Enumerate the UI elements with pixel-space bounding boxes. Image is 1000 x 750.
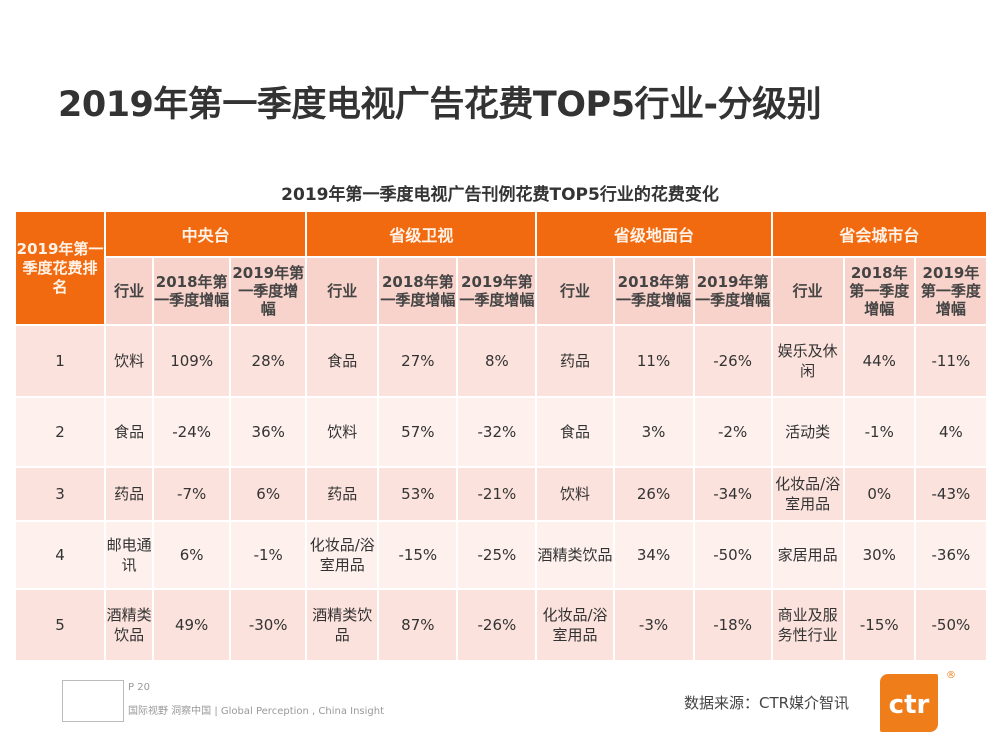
- rank-cell: 2: [16, 398, 105, 466]
- certification-logos: [62, 680, 124, 722]
- ctr-logo: ctr: [880, 674, 938, 732]
- rank-cell: 5: [16, 590, 105, 660]
- growth-cell: -36%: [915, 522, 986, 588]
- industry-cell: 酒精类饮品: [307, 590, 378, 660]
- growth-cell: 87%: [379, 590, 457, 660]
- industry-cell: 家居用品: [772, 522, 843, 588]
- growth-cell: 30%: [844, 522, 914, 588]
- industry-cell: 邮电通讯: [106, 522, 153, 588]
- growth-cell: 109%: [154, 326, 230, 396]
- growth-cell: -15%: [844, 590, 914, 660]
- group-header: 省会城市台: [772, 212, 986, 256]
- growth-cell: -43%: [915, 468, 986, 520]
- industry-cell: 酒精类饮品: [106, 590, 153, 660]
- growth-cell: -30%: [231, 590, 306, 660]
- growth-cell: -1%: [231, 522, 306, 588]
- growth-cell: -2%: [694, 398, 771, 466]
- page-number: P 20: [128, 682, 150, 693]
- growth-cell: 53%: [379, 468, 457, 520]
- growth-cell: 57%: [379, 398, 457, 466]
- rank-header: 2019年第一季度花费排名: [16, 212, 105, 324]
- table-row: 3 药品 -7% 6% 药品 53% -21% 饮料 26% -34% 化妆品/浴室用品 0% -43%: [16, 468, 986, 520]
- group-header: 省级卫视: [307, 212, 536, 256]
- growth-cell: 3%: [614, 398, 693, 466]
- growth-cell: -24%: [154, 398, 230, 466]
- industry-cell: 饮料: [307, 398, 378, 466]
- growth-cell: -26%: [458, 590, 536, 660]
- industry-cell: 商业及服务性行业: [772, 590, 843, 660]
- growth-cell: -18%: [694, 590, 771, 660]
- table-title: 2019年第一季度电视广告刊例花费TOP5行业的花费变化: [281, 185, 719, 205]
- growth-cell: -15%: [379, 522, 457, 588]
- registered-icon: ®: [946, 670, 956, 681]
- industry-cell: 化妆品/浴室用品: [307, 522, 378, 588]
- sub-header: 2019年第一季度增幅: [915, 258, 986, 324]
- group-header: 中央台: [106, 212, 306, 256]
- data-source: 数据来源：CTR媒介智讯: [684, 694, 850, 712]
- growth-cell: 8%: [458, 326, 536, 396]
- slogan: 国际视野 洞察中国 | Global Perception , China In…: [128, 706, 385, 717]
- growth-cell: 36%: [231, 398, 306, 466]
- table-row: 2 食品 -24% 36% 饮料 57% -32% 食品 3% -2% 活动类 -1% 4%: [16, 398, 986, 466]
- growth-cell: 6%: [154, 522, 230, 588]
- growth-cell: 44%: [844, 326, 914, 396]
- growth-cell: 49%: [154, 590, 230, 660]
- industry-cell: 酒精类饮品: [537, 522, 613, 588]
- industry-cell: 饮料: [106, 326, 153, 396]
- sub-header: 2018年第一季度增幅: [154, 258, 230, 324]
- table-row: 4 邮电通讯 6% -1% 化妆品/浴室用品 -15% -25% 酒精类饮品 34% -50% 家居…: [16, 522, 986, 588]
- sub-header: 2018年第一季度增幅: [844, 258, 914, 324]
- growth-cell: -32%: [458, 398, 536, 466]
- growth-cell: -50%: [915, 590, 986, 660]
- industry-cell: 药品: [106, 468, 153, 520]
- table-row: 5 酒精类饮品 49% -30% 酒精类饮品 87% -26% 化妆品/浴室用品 -3% -18%…: [16, 590, 986, 660]
- growth-cell: 4%: [915, 398, 986, 466]
- industry-cell: 药品: [537, 326, 613, 396]
- growth-cell: 0%: [844, 468, 914, 520]
- sub-header: 2019年第一季度增幅: [694, 258, 771, 324]
- group-header: 省级地面台: [537, 212, 771, 256]
- sub-header: 行业: [307, 258, 378, 324]
- sub-header: 行业: [106, 258, 153, 324]
- growth-cell: -25%: [458, 522, 536, 588]
- table-row: 1 饮料 109% 28% 食品 27% 8% 药品 11% -26% 娱乐及休闲 44% -11%: [16, 326, 986, 396]
- growth-cell: -21%: [458, 468, 536, 520]
- growth-cell: 6%: [231, 468, 306, 520]
- growth-cell: -3%: [614, 590, 693, 660]
- industry-cell: 饮料: [537, 468, 613, 520]
- industry-cell: 活动类: [772, 398, 843, 466]
- rank-cell: 3: [16, 468, 105, 520]
- industry-cell: 化妆品/浴室用品: [537, 590, 613, 660]
- growth-cell: -34%: [694, 468, 771, 520]
- sub-header: 2018年第一季度增幅: [379, 258, 457, 324]
- growth-cell: -11%: [915, 326, 986, 396]
- sub-header: 行业: [772, 258, 843, 324]
- sub-header: 2019年第一季度增幅: [231, 258, 306, 324]
- growth-cell: 11%: [614, 326, 693, 396]
- growth-cell: 26%: [614, 468, 693, 520]
- industry-cell: 化妆品/浴室用品: [772, 468, 843, 520]
- rank-cell: 4: [16, 522, 105, 588]
- growth-cell: -50%: [694, 522, 771, 588]
- growth-cell: 34%: [614, 522, 693, 588]
- data-table: 2019年第一季度花费排名 中央台 省级卫视 省级地面台 省会城市台 行业 201…: [14, 210, 988, 662]
- growth-cell: 27%: [379, 326, 457, 396]
- growth-cell: 28%: [231, 326, 306, 396]
- page-title: 2019年第一季度电视广告花费TOP5行业-分级别: [58, 85, 822, 125]
- industry-cell: 食品: [106, 398, 153, 466]
- sub-header: 2019年第一季度增幅: [458, 258, 536, 324]
- rank-cell: 1: [16, 326, 105, 396]
- growth-cell: -26%: [694, 326, 771, 396]
- sub-header: 2018年第一季度增幅: [614, 258, 693, 324]
- industry-cell: 食品: [537, 398, 613, 466]
- growth-cell: -7%: [154, 468, 230, 520]
- industry-cell: 食品: [307, 326, 378, 396]
- growth-cell: -1%: [844, 398, 914, 466]
- sub-header: 行业: [537, 258, 613, 324]
- industry-cell: 药品: [307, 468, 378, 520]
- industry-cell: 娱乐及休闲: [772, 326, 843, 396]
